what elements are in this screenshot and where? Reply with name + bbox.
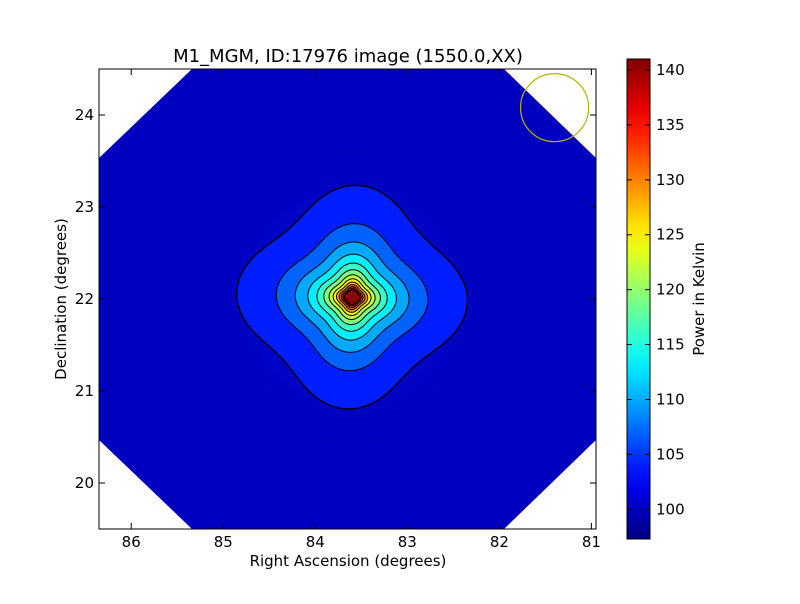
x-tick-label: 82 [490, 533, 509, 551]
contour-level [343, 289, 361, 306]
y-tick-label: 23 [75, 198, 94, 216]
x-tick-label: 86 [122, 533, 141, 551]
y-axis: 20 21 22 23 24 [75, 106, 596, 492]
x-tick-label: 85 [214, 533, 233, 551]
y-tick-label: 21 [75, 382, 94, 400]
y-tick-label: 20 [75, 474, 94, 492]
x-axis-label: Right Ascension (degrees) [250, 552, 447, 570]
colorbar-label: Power in Kelvin [690, 242, 708, 356]
colorbar-tick-label: 125 [656, 226, 685, 244]
colorbar-tick-label: 115 [656, 336, 685, 354]
y-tick-label: 22 [75, 290, 94, 308]
x-tick-label: 83 [398, 533, 417, 551]
contours [236, 184, 469, 410]
colorbar-tick-label: 120 [656, 281, 685, 299]
colorbar [626, 58, 651, 540]
colorbar-tick-label: 110 [656, 391, 685, 409]
x-axis: 86 85 84 83 82 81 [122, 69, 601, 551]
chart-title: M1_MGM, ID:17976 image (1550.0,XX) [173, 46, 523, 67]
x-tick-label: 84 [306, 533, 325, 551]
colorbar-axis: 100 105 110 115 120 125 130 135 140 [627, 61, 685, 518]
plot-area [99, 69, 596, 529]
colorbar-tick-label: 100 [656, 500, 685, 518]
colorbar-tick-label: 130 [656, 171, 685, 189]
x-tick-label: 81 [582, 533, 601, 551]
y-axis-label: Declination (degrees) [52, 218, 70, 380]
y-tick-label: 24 [75, 106, 94, 124]
colorbar-tick-label: 105 [656, 445, 685, 463]
beam-marker [519, 72, 590, 143]
colorbar-tick-label: 135 [656, 116, 685, 134]
colorbar-tick-label: 140 [656, 61, 685, 79]
